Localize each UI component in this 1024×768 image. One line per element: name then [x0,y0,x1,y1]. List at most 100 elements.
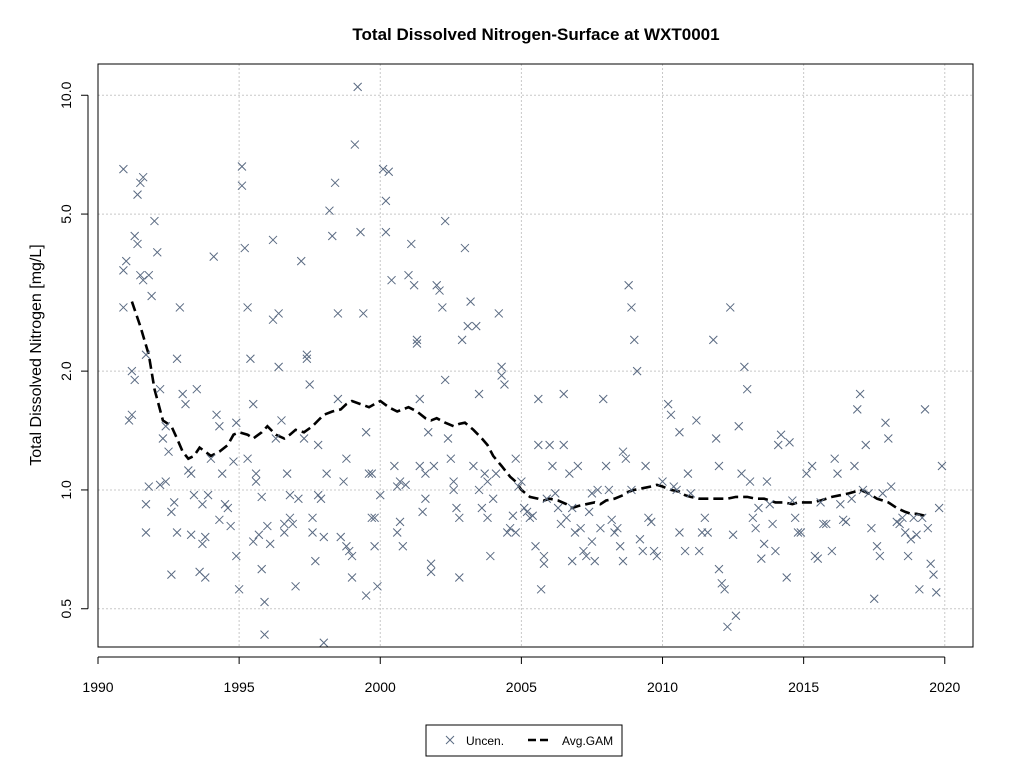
data-point [378,164,388,174]
data-point [141,499,151,509]
data-point [483,477,492,486]
data-point [773,440,783,450]
data-point [203,490,213,500]
data-point [212,410,221,420]
data-point [700,513,710,523]
data-point [658,477,667,486]
data-point [646,517,656,527]
data-point [483,513,492,523]
data-point [251,469,261,478]
data-point [438,303,447,312]
data-point [497,371,506,380]
data-point [533,394,543,404]
data-point [553,503,563,513]
data-point [627,485,636,495]
data-point [723,622,732,632]
data-point [375,490,385,500]
data-point [686,489,696,498]
data-point [119,164,128,174]
data-point [587,537,597,546]
data-point [133,190,142,199]
data-point [731,611,741,621]
data-point [127,366,137,376]
data-point [333,309,343,318]
data-point [559,389,569,399]
data-point [497,362,506,372]
data-point [872,541,882,551]
data-point [858,485,868,495]
data-point [680,546,690,556]
data-point [164,447,173,457]
data-point [590,556,600,566]
data-point [875,551,885,561]
data-point [474,389,484,399]
data-point [536,584,546,594]
data-point [285,513,295,523]
data-point [186,530,196,540]
data-point [169,498,179,507]
data-point [167,570,176,580]
data-point [144,270,154,280]
data-point [765,499,775,509]
data-point [339,477,348,486]
data-point [672,485,681,495]
data-point [229,457,238,466]
data-point [231,418,241,428]
y-tick-label: 1.0 [58,480,74,500]
data-point [835,499,845,509]
data-point [488,494,498,504]
data-point [559,440,569,450]
data-point [392,482,402,491]
data-point [745,477,755,486]
points [119,82,947,648]
data-point [426,559,436,569]
data-point [291,581,300,591]
data-point [285,490,295,500]
data-point [364,469,374,478]
data-point [308,513,317,523]
data-point [740,362,749,372]
data-point [666,410,676,420]
data-point [342,541,351,551]
data-point [124,416,134,425]
data-point [505,523,515,533]
data-point [248,537,258,546]
data-point [296,256,306,266]
data-point [406,239,416,249]
data-point [215,421,224,431]
y-tick-label: 2.0 [58,361,74,381]
data-point [333,394,343,404]
data-point [917,513,927,523]
data-point [454,513,464,523]
data-point [570,528,580,537]
data-point [821,519,831,529]
data-point [446,454,456,464]
data-point [776,430,786,440]
data-point [381,227,391,237]
data-point [598,394,608,404]
data-point [358,309,368,318]
data-point [347,573,357,582]
data-point [511,454,521,464]
data-point [909,513,919,523]
data-point [243,303,252,312]
data-point [274,309,283,318]
data-point [133,239,142,249]
data-point [155,384,165,394]
data-point [596,523,605,533]
data-point [342,454,351,464]
data-point [663,399,673,409]
data-point [675,528,684,537]
data-point [189,490,199,500]
data-point [900,528,910,537]
data-point [629,335,639,345]
data-point [708,335,718,345]
data-point [615,541,625,551]
data-point [915,584,924,594]
data-point [209,252,219,262]
data-point [327,231,337,241]
data-point [550,489,560,498]
data-point [449,477,458,486]
data-point [251,477,261,486]
